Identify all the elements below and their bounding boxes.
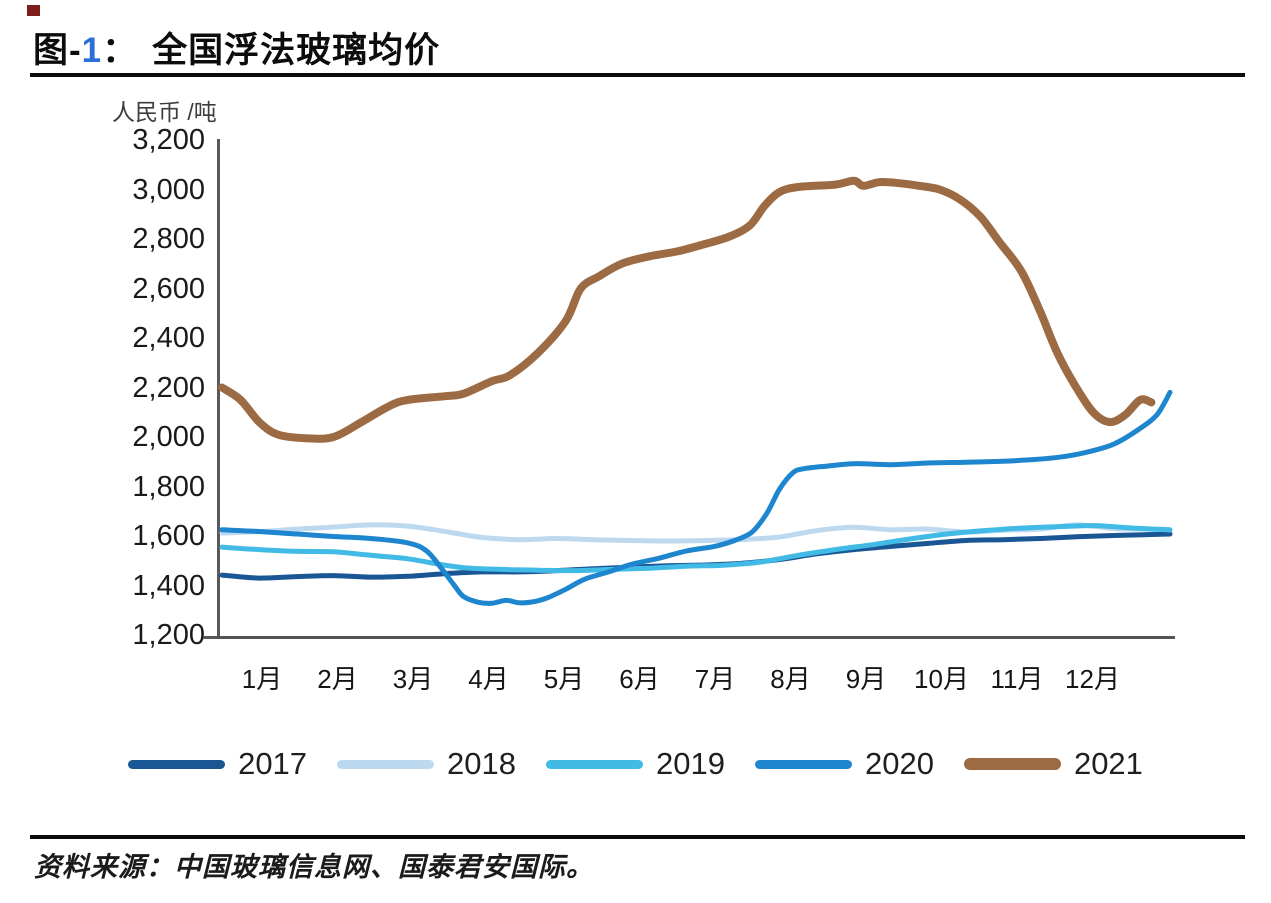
y-tick-label: 2,400 <box>132 322 205 354</box>
figure-title-text: 全国浮法玻璃均价 <box>152 31 441 70</box>
figure-label-prefix: 图- <box>33 31 82 70</box>
x-tick-label: 2月 <box>317 664 358 694</box>
legend-item-2018: 2018 <box>337 746 516 782</box>
legend-label-2021: 2021 <box>1073 746 1143 781</box>
figure-colon: ： <box>102 31 139 70</box>
legend-label-2020: 2020 <box>864 746 934 781</box>
series-line-2021 <box>218 176 1156 443</box>
series-line-2020 <box>219 389 1173 606</box>
x-tick-label: 8月 <box>770 664 811 694</box>
legend-swatch-2020 <box>754 759 852 769</box>
legend-item-2017: 2017 <box>128 746 307 782</box>
x-tick-label: 10月 <box>914 664 969 694</box>
y-tick-label: 1,600 <box>132 520 205 552</box>
x-tick-label: 12月 <box>1065 664 1120 694</box>
legend-item-2019: 2019 <box>546 746 725 782</box>
corner-marker <box>27 5 40 16</box>
legend-label-2018: 2018 <box>447 746 517 781</box>
y-axis-line <box>217 139 220 638</box>
y-tick-label: 2,600 <box>132 272 205 305</box>
y-tick-label: 3,000 <box>132 173 205 206</box>
legend-label-2017: 2017 <box>238 746 308 781</box>
x-tick-label: 11月 <box>990 664 1044 694</box>
x-axis-line <box>217 636 1175 639</box>
y-tick-label: 2,000 <box>132 421 205 453</box>
figure-title: 图-1： 全国浮法玻璃均价 <box>33 22 440 73</box>
x-tick-label: 7月 <box>694 664 736 694</box>
x-tick-label: 1月 <box>241 664 283 694</box>
chart-legend: 2017 2018 2019 2020 2021 <box>0 746 1271 782</box>
y-tick-label: 2,200 <box>132 371 205 404</box>
y-axis-bottom-tick <box>203 636 217 639</box>
figure-number: 1 <box>81 31 103 70</box>
y-tick-label: 2,800 <box>132 223 205 255</box>
y-axis-unit-label: 人民币 /吨 <box>112 99 217 125</box>
x-tick-label: 6月 <box>619 664 660 694</box>
source-note: 资料来源：中国玻璃信息网、国泰君安国际。 <box>34 852 594 882</box>
title-divider-rule <box>30 73 1245 77</box>
series-line-2019 <box>219 523 1173 574</box>
footer-divider-rule <box>30 835 1245 839</box>
x-tick-label: 5月 <box>543 664 585 694</box>
x-tick-label: 3月 <box>392 664 434 694</box>
series-line-2017 <box>219 531 1173 581</box>
series-line-2018 <box>219 522 1173 544</box>
y-tick-label: 1,200 <box>132 619 205 651</box>
y-tick-label: 1,400 <box>132 569 205 602</box>
legend-swatch-2021 <box>963 758 1061 770</box>
y-tick-label: 3,200 <box>132 124 205 156</box>
legend-swatch-2019 <box>546 759 644 769</box>
legend-item-2021: 2021 <box>963 746 1143 782</box>
y-tick-label: 1,800 <box>132 470 205 503</box>
legend-swatch-2018 <box>337 759 435 769</box>
x-tick-label: 4月 <box>468 664 509 694</box>
x-tick-label: 9月 <box>845 664 887 694</box>
legend-item-2020: 2020 <box>754 746 934 782</box>
legend-label-2019: 2019 <box>656 746 725 781</box>
legend-swatch-2017 <box>128 759 226 769</box>
